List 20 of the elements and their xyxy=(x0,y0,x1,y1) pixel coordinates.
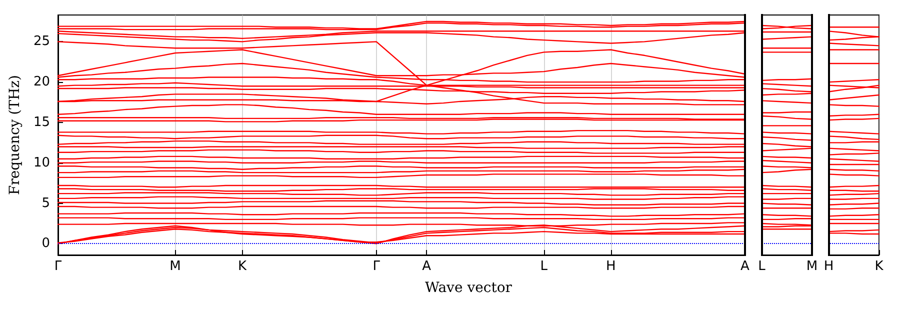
y-tick-label: 5 xyxy=(42,196,50,211)
x-tick-label: M xyxy=(170,259,181,274)
x-tick-label: M xyxy=(806,259,818,274)
x-tick-label: K xyxy=(238,259,248,274)
y-axis-title: Frequency (THz) xyxy=(7,74,23,196)
x-tick-label: H xyxy=(824,259,834,274)
y-tick-label: 20 xyxy=(33,74,50,90)
x-tick-label: Γ xyxy=(372,259,381,274)
x-tick-label: K xyxy=(874,259,884,274)
y-tick-label: 0 xyxy=(42,236,50,252)
x-axis-title: Wave vector xyxy=(425,280,512,296)
x-tick-label: A xyxy=(422,259,432,274)
x-tick-label: A xyxy=(740,259,750,274)
x-tick-label: L xyxy=(540,259,548,274)
x-tick-label: Γ xyxy=(54,259,62,274)
x-tick-label: H xyxy=(606,259,616,274)
y-tick-label: 10 xyxy=(33,155,50,170)
x-tick-label: L xyxy=(758,259,766,274)
y-tick-label: 15 xyxy=(33,114,50,130)
y-tick-label: 25 xyxy=(33,34,50,50)
